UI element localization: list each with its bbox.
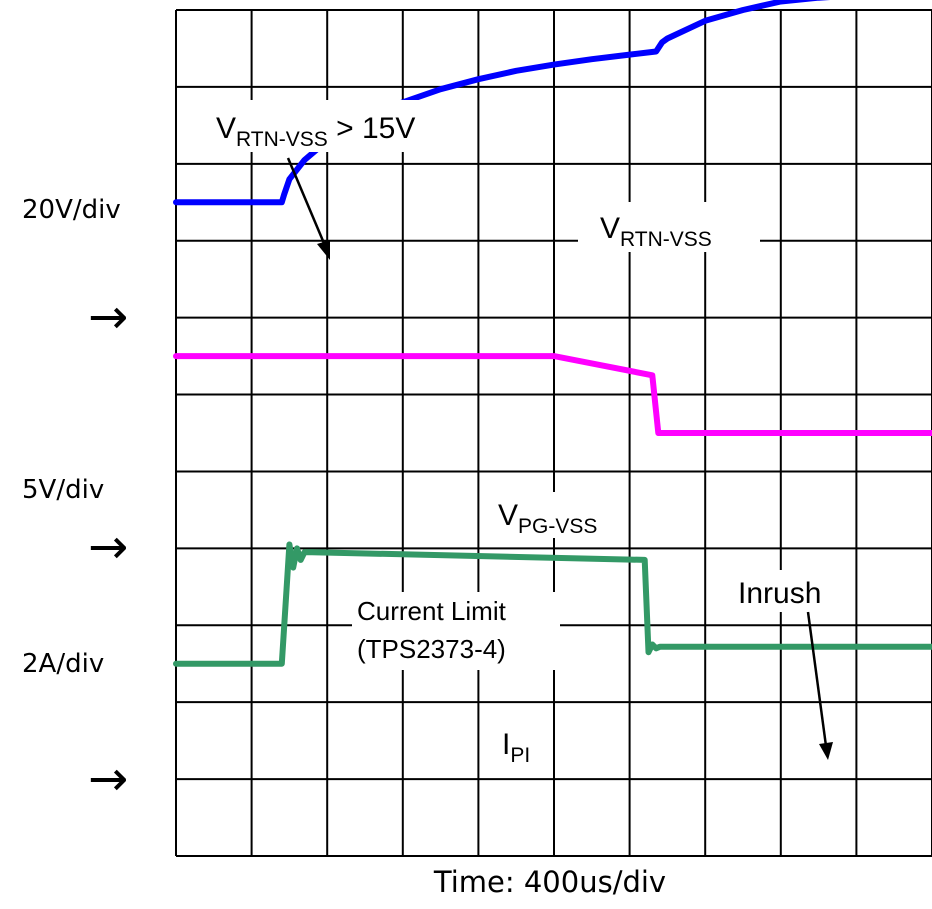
ipi-trace-label: IPI bbox=[502, 728, 530, 767]
channel-2-scale-label: 5V/div bbox=[22, 475, 104, 505]
inrush-annotation-bg bbox=[730, 570, 848, 612]
vpg-label-bg bbox=[480, 492, 600, 538]
threshold-annotation-bg bbox=[206, 100, 454, 152]
channel-1-scale-label: 20V/div bbox=[22, 195, 121, 225]
ipi-trace bbox=[173, 541, 932, 667]
channel-3-scale-label: 2A/div bbox=[22, 649, 104, 679]
vpg-vss-trace bbox=[173, 353, 932, 436]
current-limit-annotation-line2: (TPS2373-4) bbox=[357, 634, 506, 664]
ipi-label-bg bbox=[498, 726, 548, 766]
vrtn-label-bg bbox=[578, 202, 760, 252]
vpg-trace-label: VPG-VSS bbox=[498, 499, 597, 538]
grid bbox=[175, 9, 932, 857]
current-limit-annotation-bg bbox=[352, 592, 560, 670]
inrush-pointer-arrowhead bbox=[819, 742, 833, 760]
vrtn-trace-label: VRTN-VSS bbox=[600, 212, 712, 251]
channel-3-ground-arrow: → bbox=[88, 751, 128, 807]
inrush-pointer-line bbox=[806, 611, 828, 747]
threshold-annotation: VRTN-VSS > 15V bbox=[216, 112, 415, 151]
inrush-annotation: Inrush bbox=[738, 577, 821, 610]
vrtn-vss-trace bbox=[173, 0, 831, 206]
channel-1-ground-arrow: → bbox=[88, 289, 128, 345]
channel-2-ground-arrow: → bbox=[88, 519, 128, 575]
traces bbox=[173, 0, 932, 667]
current-limit-annotation-line1: Current Limit bbox=[357, 596, 507, 626]
threshold-pointer-line bbox=[286, 157, 328, 249]
x-axis-label: Time: 400us/div bbox=[433, 865, 666, 899]
threshold-pointer-arrowhead bbox=[317, 240, 330, 260]
